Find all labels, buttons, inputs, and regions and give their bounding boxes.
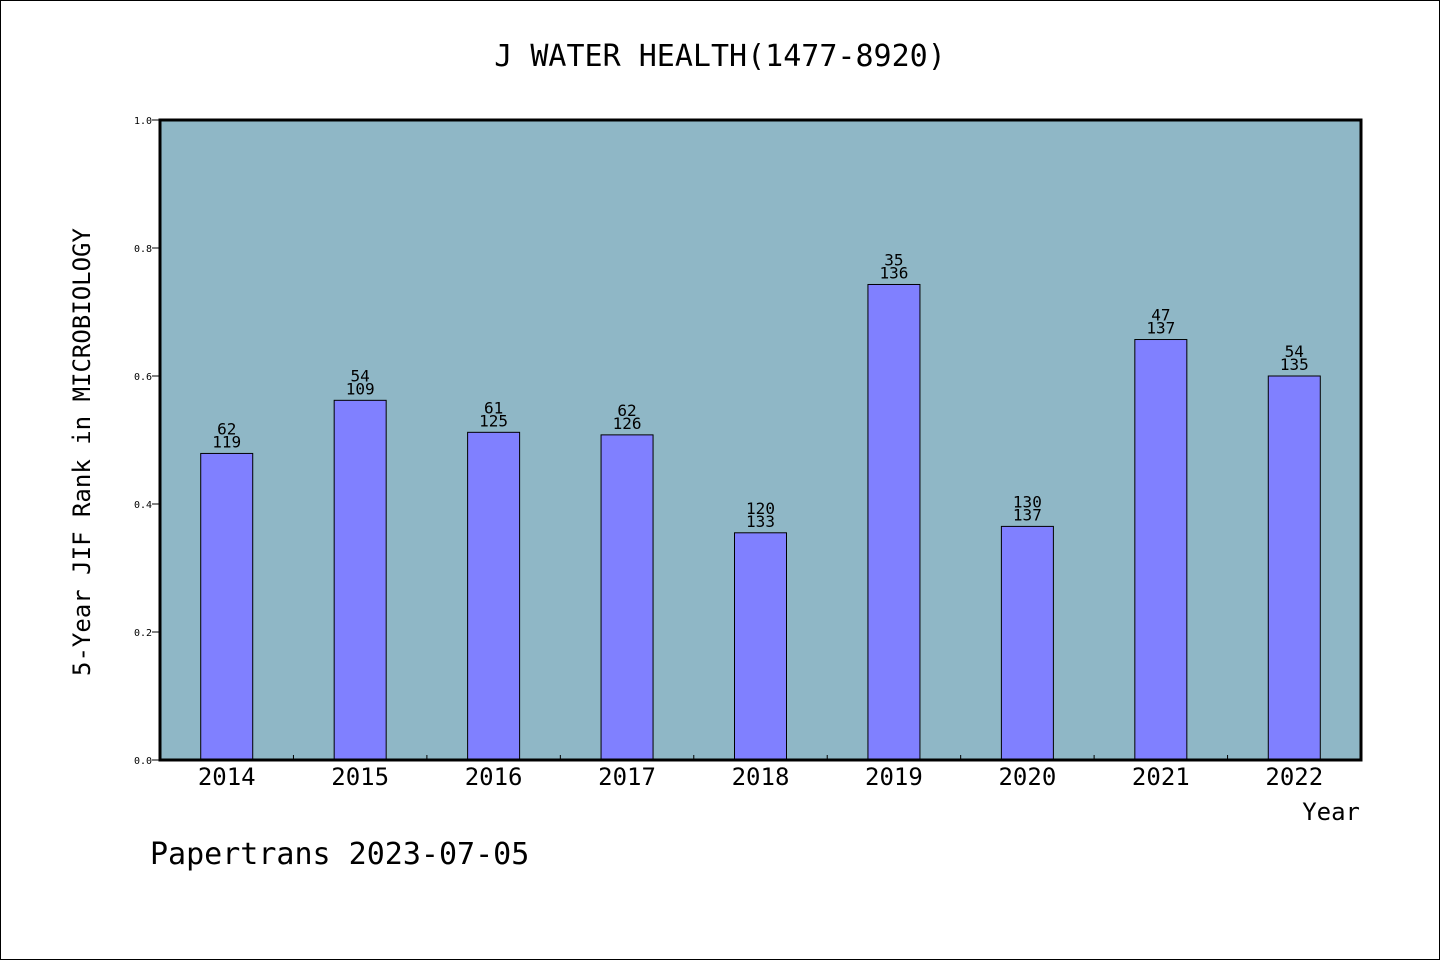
y-axis: 0.0 0.2 0.4 0.6 0.8 1.0 bbox=[134, 116, 160, 767]
y-tick-label-0.2: 0.2 bbox=[134, 628, 152, 639]
total-label-2015: 109 bbox=[346, 379, 375, 398]
bar-2017 bbox=[600, 434, 654, 761]
rank-label-2018: 120 bbox=[746, 499, 775, 518]
bar-2022 bbox=[1267, 375, 1321, 761]
x-axis: 2014 2015 2016 2017 2018 2019 2020 2021 2022 bbox=[198, 755, 1323, 791]
total-label-2014: 119 bbox=[212, 432, 241, 451]
rank-label-2016: 61 bbox=[484, 398, 503, 417]
plot-border bbox=[158, 118, 1363, 762]
x-tick-label-2021: 2021 bbox=[1132, 763, 1190, 791]
y-tick-label-0.4: 0.4 bbox=[134, 500, 152, 511]
bar-2014 bbox=[200, 452, 254, 761]
x-tick-label-2014: 2014 bbox=[198, 763, 256, 791]
y-tick-label-0.8: 0.8 bbox=[134, 244, 152, 255]
x-tick-label-2015: 2015 bbox=[331, 763, 389, 791]
total-label-2019: 136 bbox=[879, 263, 908, 282]
data-labels-layer: 6211954109611256212612013335136130137471… bbox=[212, 250, 1308, 530]
rank-label-2014: 62 bbox=[217, 419, 236, 438]
total-label-2020: 137 bbox=[1013, 505, 1042, 524]
y-axis-label: 5-Year JIF Rank in MICROBIOLOGY bbox=[68, 227, 96, 675]
y-tick-label-0.0: 0.0 bbox=[134, 756, 152, 767]
x-tick-label-2018: 2018 bbox=[732, 763, 790, 791]
y-tick-label-0.6: 0.6 bbox=[134, 372, 152, 383]
total-label-2022: 135 bbox=[1280, 355, 1309, 374]
total-label-2016: 125 bbox=[479, 411, 508, 430]
x-axis-label: Year bbox=[1302, 798, 1360, 826]
rank-label-2022: 54 bbox=[1285, 342, 1304, 361]
rank-label-2017: 62 bbox=[617, 401, 636, 420]
total-label-2017: 126 bbox=[613, 414, 642, 433]
x-tick-label-2016: 2016 bbox=[465, 763, 523, 791]
total-label-2018: 133 bbox=[746, 512, 775, 531]
rank-label-2015: 54 bbox=[351, 366, 370, 385]
bar-2018 bbox=[734, 532, 787, 761]
bar-2020 bbox=[1000, 525, 1054, 761]
rank-label-2020: 130 bbox=[1013, 492, 1042, 511]
footer-credit: Papertrans 2023-07-05 bbox=[150, 837, 529, 872]
x-tick-label-2017: 2017 bbox=[598, 763, 656, 791]
bar-2016 bbox=[467, 431, 521, 761]
bars-layer bbox=[200, 283, 1321, 761]
y-tick-label-1.0: 1.0 bbox=[134, 116, 152, 127]
chart-title: J WATER HEALTH(1477-8920) bbox=[494, 39, 946, 74]
bar-2015 bbox=[333, 399, 387, 761]
rank-label-2021: 47 bbox=[1151, 306, 1170, 325]
x-tick-label-2022: 2022 bbox=[1265, 763, 1323, 791]
total-label-2021: 137 bbox=[1146, 319, 1175, 338]
x-tick-label-2020: 2020 bbox=[998, 763, 1056, 791]
bar-2021 bbox=[1134, 339, 1188, 761]
x-tick-label-2019: 2019 bbox=[865, 763, 923, 791]
bar-2019 bbox=[867, 283, 921, 761]
rank-label-2019: 35 bbox=[884, 250, 903, 269]
